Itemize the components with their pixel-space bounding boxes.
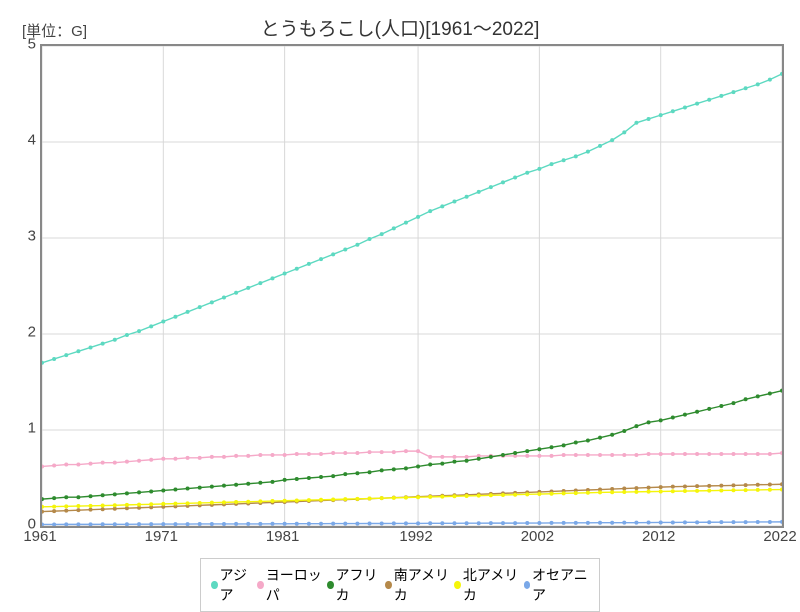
- legend-item: 南アメリカ: [385, 565, 450, 605]
- legend-label: アフリカ: [336, 565, 382, 605]
- legend-label: アジア: [220, 565, 254, 605]
- y-tick-label: 1: [6, 420, 36, 437]
- legend-marker-icon: [385, 581, 392, 589]
- legend-label: オセアニア: [532, 565, 589, 605]
- legend-marker-icon: [211, 581, 218, 589]
- legend-item: 北アメリカ: [454, 565, 519, 605]
- legend-marker-icon: [524, 581, 531, 589]
- chart-title: とうもろこし(人口)[1961～2022]: [261, 14, 540, 41]
- x-tick-label: 2002: [521, 528, 554, 545]
- legend-item: ヨーロッパ: [257, 565, 323, 605]
- plot-area: [40, 44, 784, 528]
- x-tick-label: 1961: [23, 528, 56, 545]
- legend-item: アジア: [211, 565, 253, 605]
- y-tick-label: 3: [6, 228, 36, 245]
- x-tick-label: 2012: [642, 528, 675, 545]
- legend-marker-icon: [257, 581, 264, 589]
- legend-marker-icon: [454, 581, 461, 589]
- legend-label: ヨーロッパ: [266, 565, 323, 605]
- y-tick-label: 4: [6, 132, 36, 149]
- legend: アジアヨーロッパアフリカ南アメリカ北アメリカオセアニア: [200, 558, 600, 612]
- legend-label: 南アメリカ: [394, 565, 451, 605]
- x-tick-label: 1981: [266, 528, 299, 545]
- x-tick-label: 1971: [145, 528, 178, 545]
- x-tick-label: 2022: [763, 528, 796, 545]
- legend-item: オセアニア: [524, 565, 590, 605]
- legend-marker-icon: [327, 581, 334, 589]
- chart-container: [単位：G] とうもろこし(人口)[1961～2022] 012345 1961…: [0, 0, 800, 600]
- legend-label: 北アメリカ: [463, 565, 520, 605]
- lines-svg: [42, 46, 782, 526]
- y-tick-label: 5: [6, 36, 36, 53]
- x-tick-label: 1992: [399, 528, 432, 545]
- legend-item: アフリカ: [327, 565, 381, 605]
- y-tick-label: 2: [6, 324, 36, 341]
